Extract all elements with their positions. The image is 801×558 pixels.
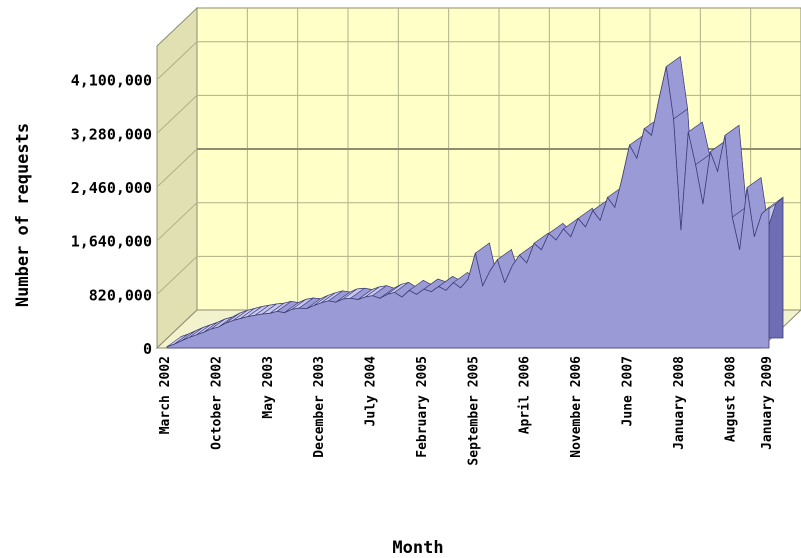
y-tick-label: 1,640,000: [71, 233, 152, 251]
y-tick-label: 3,280,000: [71, 125, 152, 143]
grid-line-side: [156, 95, 198, 134]
grid-line-side: [156, 41, 198, 81]
series-requests: [166, 55, 784, 349]
x-tick-label: April 2006: [518, 356, 533, 434]
grid-line-side: [156, 202, 198, 242]
y-tick-label: 2,460,000: [71, 179, 152, 197]
grid-line-side: [156, 255, 198, 295]
chart-left-wall: [156, 6, 198, 350]
y-axis-title: Number of requests: [13, 123, 33, 307]
x-tick-label: July 2004: [364, 356, 379, 427]
area-front-face: [166, 66, 770, 349]
x-axis-title: Month: [392, 538, 443, 558]
x-tick-label: January 2009: [760, 356, 775, 450]
x-tick-label: January 2008: [672, 356, 687, 450]
y-tick-label: 820,000: [89, 286, 152, 304]
y-tick-label: 0: [143, 340, 152, 358]
x-tick-label: November 2006: [569, 356, 584, 458]
x-tick-label: December 2003: [312, 356, 327, 458]
x-tick-label: August 2008: [723, 356, 738, 442]
x-tick-label: June 2007: [621, 356, 636, 426]
y-tick-label: 4,100,000: [71, 72, 152, 90]
x-tick-label: May 2003: [261, 356, 276, 419]
x-tick-label: February 2005: [415, 356, 430, 458]
x-tick-label: October 2002: [209, 356, 224, 450]
x-tick-label: March 2002: [158, 356, 173, 434]
x-axis-ticks: March 2002 October 2002 May 2003 December 2…: [158, 356, 775, 466]
x-tick-label: September 2005: [466, 356, 481, 466]
y-axis-ticks: 0 820,000 1,640,000 2,460,000 3,280,000 4,100…: [71, 72, 152, 358]
grid-line-side: [156, 148, 198, 188]
